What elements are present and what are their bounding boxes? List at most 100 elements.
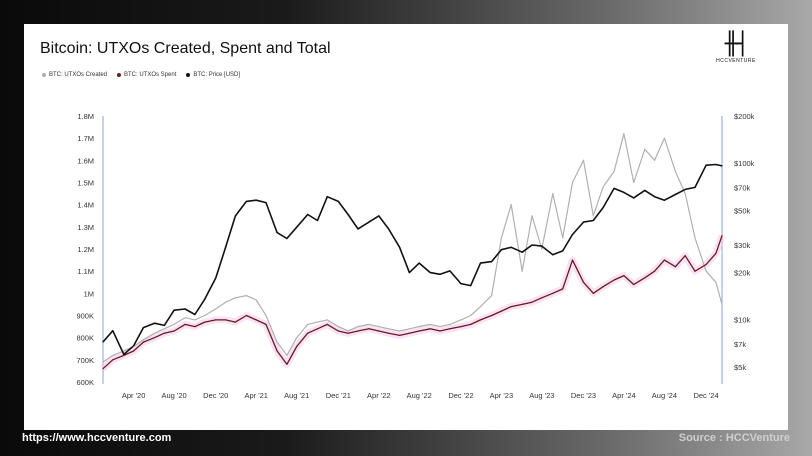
series-1-point (215, 319, 217, 321)
series-1-point (582, 281, 585, 283)
series-0-point (582, 159, 585, 161)
series-0-point (479, 306, 482, 308)
series-utxos-spent-line (102, 235, 723, 370)
footer-source: Source : HCCVenture (678, 432, 790, 444)
series-2-point (449, 270, 451, 272)
series-2-point (663, 199, 666, 201)
y-right-tick-label: $7k (734, 340, 746, 349)
series-1-point (265, 323, 267, 325)
series-0-point (491, 295, 493, 297)
x-tick-label: Aug '21 (284, 391, 309, 400)
legend-label-created: BTC: UTXOs Created (49, 72, 108, 78)
series-1-point (491, 314, 493, 317)
series-2-point (326, 196, 328, 198)
series-2-point (479, 262, 482, 264)
series-price-line (102, 163, 723, 356)
y-right-tick-label: $5k (734, 363, 746, 372)
series-2-point (418, 262, 420, 264)
series-2-point (307, 213, 309, 216)
series-1-point (562, 288, 564, 290)
series-0-point (715, 281, 717, 283)
series-0-point (337, 326, 339, 328)
series-1-point (592, 292, 594, 294)
series-2-point (654, 196, 656, 198)
series-1-point (521, 303, 523, 305)
x-tick-label: Apr '21 (244, 391, 268, 400)
series-1-point (112, 359, 114, 361)
series-1-point (173, 330, 175, 332)
y-right-tick-label: $100k (734, 159, 755, 168)
series-0-point (429, 323, 431, 325)
series-1-point (347, 332, 349, 334)
y-left-tick-label: 1.6M (77, 156, 94, 165)
series-2-point (623, 191, 625, 193)
series-2-point (173, 309, 175, 311)
series-0-point (245, 295, 247, 297)
series-0-point (439, 326, 441, 328)
series-0-point (184, 317, 186, 319)
series-2-point (265, 202, 267, 204)
y-left-tick-label: 700K (76, 356, 94, 365)
series-0-point (378, 326, 380, 328)
series-0-point (265, 314, 267, 317)
series-1-point (674, 266, 677, 268)
series-2-point (429, 272, 431, 274)
legend-dot-created (42, 73, 46, 77)
y-left-tick-label: 1.2M (77, 245, 94, 254)
series-1-point (245, 314, 247, 317)
series-2-point (316, 219, 319, 222)
y-right-tick-label: $70k (734, 183, 751, 192)
x-tick-label: Aug '22 (407, 391, 432, 400)
series-1-point (663, 259, 666, 261)
series-2-point (163, 324, 165, 326)
series-0-point (663, 137, 666, 139)
series-2-point (194, 313, 196, 316)
series-2-point (276, 232, 278, 234)
series-2-point (470, 285, 472, 287)
series-2-point (633, 197, 635, 199)
series-1-point (479, 319, 482, 321)
x-tick-label: Aug '23 (529, 391, 554, 400)
footer-url[interactable]: https://www.hccventure.com (22, 432, 172, 444)
series-2-point (491, 261, 493, 263)
series-1-point (255, 319, 257, 321)
chart-plot-area: 1.8M 1.7M 1.6M 1.5M 1.4M 1.3M 1.2M 1.1M 1M 900K 80… (76, 112, 755, 400)
series-0-point (721, 303, 723, 305)
series-1-point (418, 330, 420, 332)
series-0-point (644, 148, 646, 150)
series-0-point (123, 350, 125, 352)
series-0-point (592, 215, 594, 217)
y-right-tick-label: $10k (734, 316, 751, 325)
series-0-point (531, 215, 533, 217)
series-2-point (123, 353, 125, 355)
series-2-point (715, 163, 717, 166)
series-1-point (234, 321, 236, 323)
series-2-point (357, 228, 359, 230)
y-left-tick-label: 1.7M (77, 134, 94, 143)
y-left-tick-label: 1.1M (77, 267, 94, 276)
series-2-point (245, 200, 247, 202)
series-1-point (316, 328, 319, 330)
series-1-point (408, 332, 410, 334)
series-0-point (388, 328, 390, 330)
hccventure-logo: ╫┤ HCCVENTURE (714, 32, 758, 64)
series-1-point (153, 337, 156, 339)
series-1-point (654, 270, 656, 272)
series-1-point (286, 363, 288, 365)
x-tick-label: Dec '20 (203, 391, 228, 400)
series-2-point (296, 226, 298, 228)
series-2-point (153, 322, 156, 324)
y-left-tick-label: 1.5M (77, 179, 94, 188)
series-0-point (408, 328, 410, 330)
series-2-point (337, 200, 339, 202)
series-0-point (357, 326, 359, 328)
series-utxos-created-line (102, 133, 723, 363)
series-0-point (163, 328, 165, 330)
series-0-point (399, 330, 401, 332)
series-1-point (276, 350, 278, 352)
series-0-point (276, 341, 278, 343)
legend-label-spent: BTC: UTXOs Spent (124, 72, 177, 78)
series-spent-glow (100, 234, 726, 372)
series-1-point (460, 326, 462, 328)
series-2-point (255, 199, 257, 201)
